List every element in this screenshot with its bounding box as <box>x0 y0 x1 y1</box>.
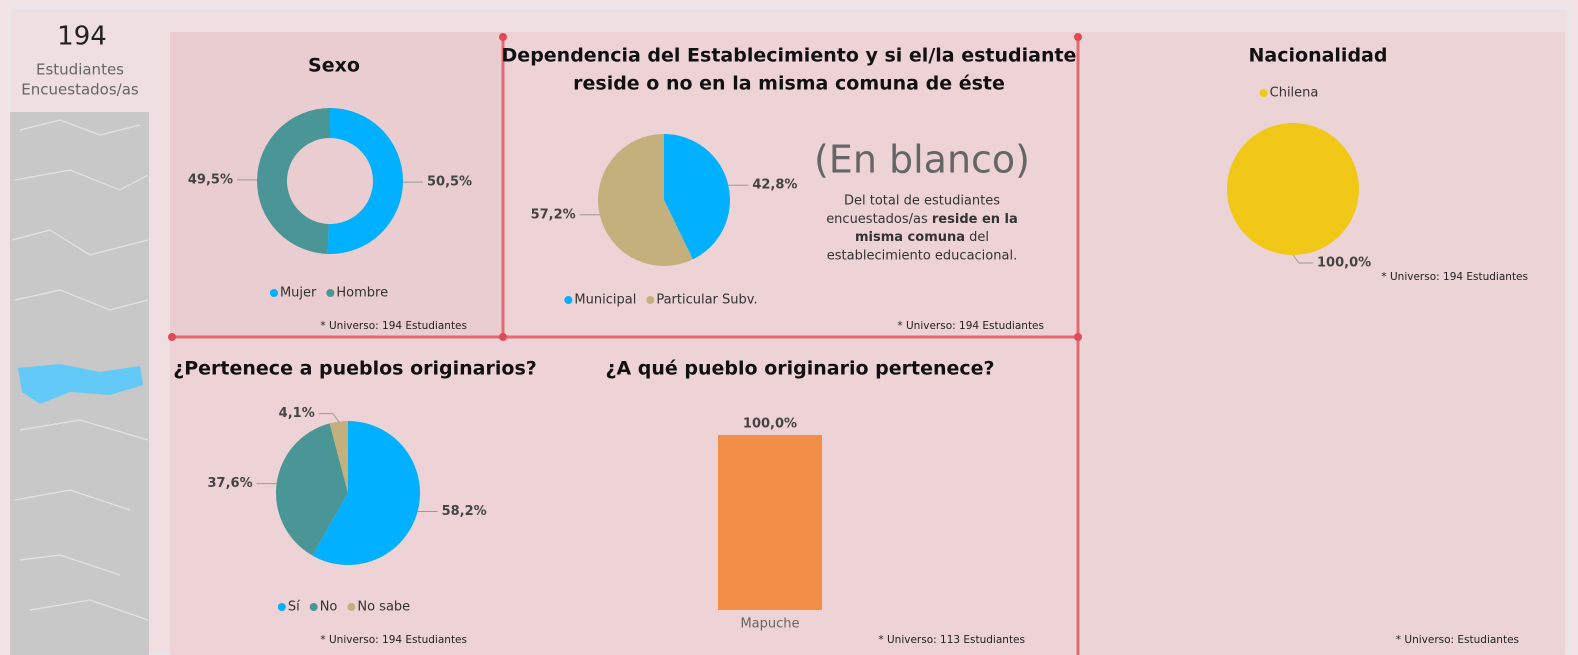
slice <box>327 108 403 254</box>
legend-label: Municipal <box>574 293 636 308</box>
data-label: 50,5% <box>427 175 472 190</box>
note: * Universo: 194 Estudiantes <box>1381 271 1528 283</box>
card-text: del <box>965 230 989 245</box>
slice <box>1226 123 1359 256</box>
legend-label: No <box>320 600 338 615</box>
chart-title: reside o no en la misma comuna de éste <box>573 73 1005 95</box>
bar <box>718 435 822 610</box>
x-tick-label: Mapuche <box>740 617 799 632</box>
legend-marker <box>646 296 655 304</box>
data-label: 4,1% <box>279 406 315 421</box>
leader-line <box>1292 254 1313 264</box>
chart-title: ¿A qué pueblo originario pertenece? <box>605 358 994 380</box>
note: * Universo: 194 Estudiantes <box>897 320 1044 332</box>
slice <box>598 134 693 266</box>
legend-marker <box>347 603 356 611</box>
slice <box>329 421 348 493</box>
kpi-label: Encuestados/as <box>21 81 139 99</box>
legend-marker <box>277 603 286 611</box>
legend-marker <box>326 289 335 297</box>
legend-label: Sí <box>288 600 300 615</box>
map <box>10 112 149 655</box>
data-label: 58,2% <box>442 504 487 519</box>
data-label: 57,2% <box>531 207 576 222</box>
note: * Universo: 194 Estudiantes <box>320 634 467 646</box>
slice <box>664 134 731 260</box>
data-label: 100,0% <box>1317 256 1371 271</box>
legend-label: Particular Subv. <box>656 293 757 308</box>
panel <box>170 32 503 337</box>
legend-marker <box>564 296 573 304</box>
chart-title: Nacionalidad <box>1249 45 1388 67</box>
legend-label: Chilena <box>1270 86 1319 101</box>
card-text-bold: misma comuna <box>855 230 965 245</box>
note: * Universo: 113 Estudiantes <box>878 634 1025 646</box>
card-text: establecimiento educacional. <box>827 249 1017 264</box>
data-label: 49,5% <box>188 172 233 187</box>
legend-label: No sabe <box>357 600 410 615</box>
legend-marker <box>309 603 318 611</box>
legend-marker <box>1259 89 1268 97</box>
legend-marker <box>269 289 278 297</box>
card-headline: (En blanco) <box>814 138 1030 182</box>
kpi-value: 194 <box>57 22 107 52</box>
note: * Universo: 194 Estudiantes <box>320 320 467 332</box>
card-text: Del total de estudiantes <box>844 194 1000 209</box>
legend-label: Mujer <box>280 286 317 301</box>
slice <box>275 423 348 556</box>
chart-title: ¿Pertenece a pueblos originarios? <box>173 358 537 380</box>
card-text: encuestados/as reside en la <box>826 212 1018 227</box>
leader-line <box>318 413 340 422</box>
data-label: 100,0% <box>743 417 797 432</box>
note: * Universo: Estudiantes <box>1396 634 1519 646</box>
card-text-bold: reside en la <box>932 212 1018 227</box>
data-label: 42,8% <box>752 178 797 193</box>
chart-title: Dependencia del Establecimiento y si el/… <box>502 45 1077 67</box>
panel <box>503 32 1078 337</box>
separators <box>168 33 1082 655</box>
chart-title: Sexo <box>308 55 360 77</box>
card-text: misma comuna del <box>855 230 989 245</box>
kpi-label: Estudiantes <box>36 61 124 79</box>
slice <box>312 421 420 565</box>
slice <box>256 108 330 254</box>
data-label: 37,6% <box>208 476 253 491</box>
card-text: encuestados/as <box>826 212 932 227</box>
legend-label: Hombre <box>336 286 388 301</box>
panel <box>1078 32 1565 655</box>
